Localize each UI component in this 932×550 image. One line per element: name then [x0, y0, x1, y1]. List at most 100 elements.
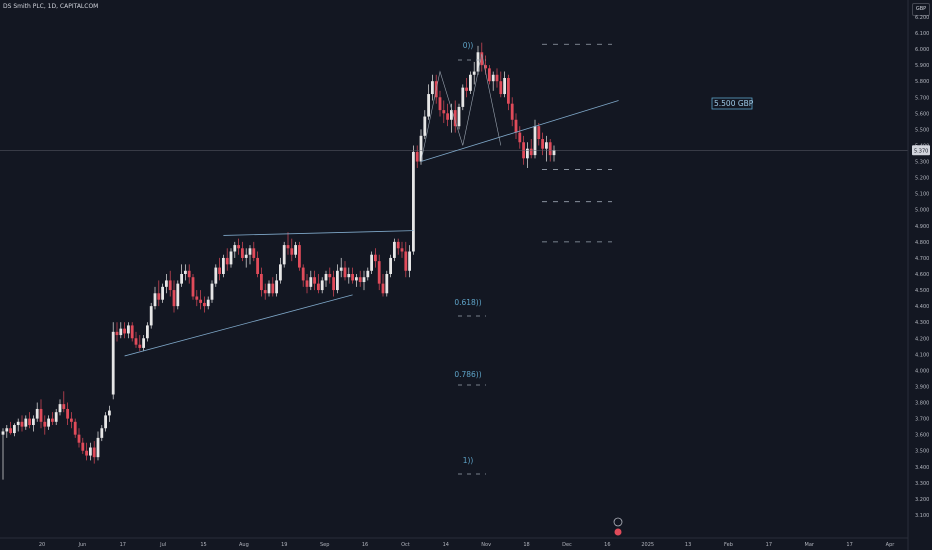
y-tick-label: 3.500: [915, 449, 929, 455]
candle-body: [336, 270, 339, 291]
candle-body: [146, 325, 149, 339]
candle-body: [5, 428, 9, 432]
candle-body: [499, 81, 503, 95]
candle-body: [39, 408, 43, 422]
candle-body: [92, 447, 96, 458]
candle-body: [275, 280, 278, 294]
y-tick-label: 4.300: [915, 320, 929, 326]
candle-body: [16, 421, 20, 426]
trendline-lower-channel: [124, 294, 353, 357]
candle-body: [104, 415, 107, 429]
y-tick-label: 5.900: [915, 63, 929, 69]
x-tick-label: 15: [200, 542, 206, 548]
y-tick-label: 4.500: [915, 288, 929, 294]
candle-body: [115, 331, 119, 336]
y-tick-label: 5.600: [915, 111, 929, 117]
candle-body: [461, 87, 465, 107]
candle-body: [229, 251, 233, 265]
candle-body: [507, 77, 510, 104]
candle-body: [267, 283, 271, 294]
y-tick-label: 6.000: [915, 47, 929, 53]
price-label-box: [711, 97, 753, 110]
candle-body: [442, 110, 446, 114]
candle-body: [313, 277, 316, 284]
fib-level-label: 0.786)): [454, 370, 481, 379]
candle-body: [180, 274, 183, 284]
candle-body: [529, 148, 533, 156]
currency-badge[interactable]: GBP: [912, 3, 930, 16]
candle-body: [347, 274, 351, 278]
candle-body: [450, 110, 453, 120]
candle-body: [472, 71, 476, 75]
candle-body: [465, 87, 468, 91]
x-axis[interactable]: 20 Jun 17 Jul 15 Aug 19 Sep 16 Oct 14 Nov 18 Dec 16 202…: [0, 537, 908, 548]
candle-body: [427, 94, 430, 117]
y-tick-label: 5.100: [915, 192, 929, 198]
candle-body: [165, 280, 168, 287]
candle-body: [469, 74, 472, 91]
candle-body: [541, 139, 544, 149]
y-tick-label: 4.200: [915, 336, 929, 342]
candle-body: [305, 280, 309, 287]
candle-body: [206, 299, 210, 307]
y-axis[interactable]: 3.100 3.200 3.300 3.400 3.500 3.600 3.700 3.800…: [907, 0, 930, 550]
candle-body: [66, 408, 69, 419]
y-tick-label: 5.000: [915, 208, 929, 214]
candle-body: [381, 283, 385, 294]
x-tick-label: 17: [846, 542, 852, 548]
candle-body: [233, 245, 237, 252]
candle-body: [252, 248, 256, 258]
x-tick-label: Aug: [239, 542, 249, 548]
candle-body: [309, 277, 313, 287]
x-tick-label: Sep: [320, 542, 329, 548]
candle-body: [423, 116, 427, 136]
y-tick-label: 4.400: [915, 304, 929, 310]
candle-body: [54, 412, 58, 422]
candle-body: [35, 408, 39, 419]
x-tick-label: 16: [362, 542, 368, 548]
y-tick-label: 5.700: [915, 95, 929, 101]
candle-body: [260, 274, 263, 291]
y-tick-label: 4.600: [915, 272, 929, 278]
candle-body: [81, 442, 85, 451]
candle-body: [214, 267, 218, 284]
candle-body: [491, 74, 495, 82]
candle-body: [96, 437, 100, 458]
fib-level-label: 1)): [463, 456, 474, 465]
candle-body: [400, 248, 404, 252]
candle-body: [58, 404, 62, 413]
candle-body: [286, 245, 290, 249]
drawing-overlays: 5.500 GBP 0)) 0.618)) 0.786)) 1)): [0, 41, 908, 536]
candle-body: [415, 151, 419, 162]
y-tick-label: 4.800: [915, 240, 929, 246]
x-tick-label: 19: [281, 542, 287, 548]
candle-body: [111, 331, 115, 395]
candle-body: [510, 103, 514, 120]
candle-body: [32, 418, 35, 426]
candle-body: [187, 270, 191, 278]
x-tick-label: 14: [443, 542, 449, 548]
candle-body: [138, 344, 142, 348]
candle-body: [301, 267, 305, 281]
x-tick-label: Mar: [805, 542, 815, 548]
candle-body: [168, 280, 172, 291]
y-tick-label: 4.000: [915, 368, 929, 374]
last-price-label: 5.370: [914, 148, 928, 154]
y-tick-label: 3.800: [915, 401, 929, 407]
candle-body: [248, 248, 252, 255]
candle-body: [355, 277, 358, 281]
fib-level-label: 0.618)): [454, 298, 481, 307]
candle-body: [279, 264, 282, 281]
candle-body: [298, 245, 301, 268]
candle-body: [339, 267, 343, 271]
candle-body: [199, 299, 202, 303]
candle-body: [332, 277, 335, 291]
x-tick-label: Oct: [401, 542, 410, 548]
candle-body: [62, 404, 66, 409]
candle-body: [393, 241, 396, 258]
candle-body: [77, 434, 81, 443]
candle-body: [320, 280, 324, 291]
candlestick-series: [1, 42, 556, 480]
candle-body: [408, 251, 411, 271]
